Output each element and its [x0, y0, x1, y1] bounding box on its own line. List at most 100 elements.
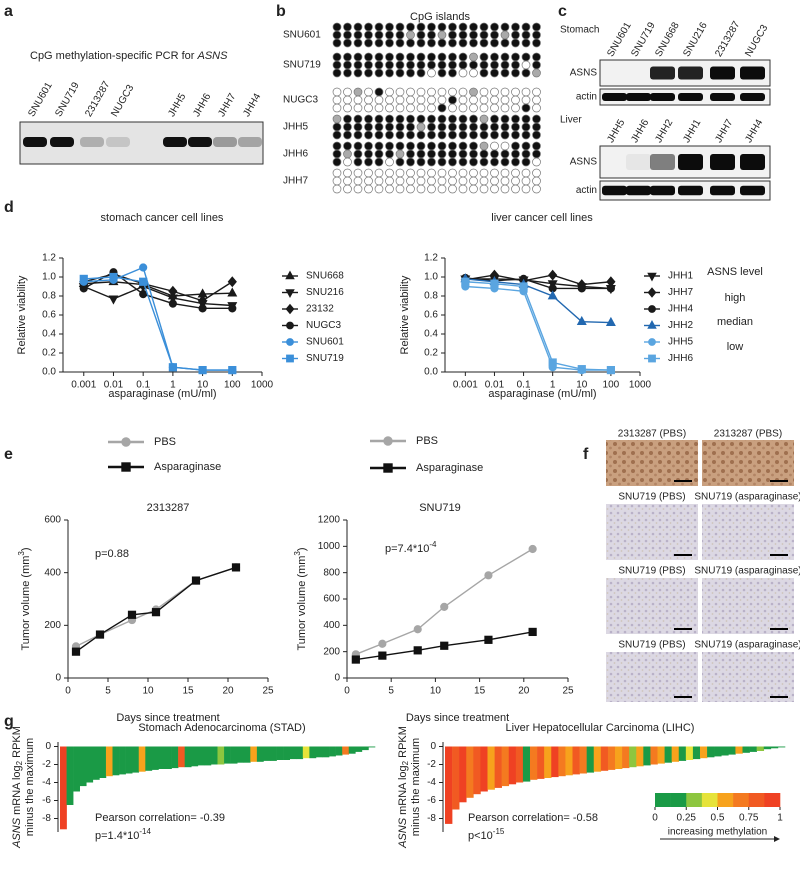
data-point [577, 284, 586, 293]
cpg-site [511, 52, 520, 62]
data-point [528, 544, 537, 554]
blot-band [626, 185, 651, 196]
cpg-site [479, 87, 489, 97]
panel-label: f [583, 446, 589, 463]
bar [756, 746, 765, 751]
legend-marker [647, 320, 657, 329]
bar [86, 746, 94, 783]
cpg-site [374, 30, 384, 40]
cpg-site [406, 30, 415, 40]
cpg-site [532, 149, 541, 159]
cpg-site [385, 157, 394, 167]
colorbar-label: increasing methylation [668, 827, 768, 838]
y-axis-label-part: ASNS [11, 817, 23, 849]
tissue-label: Stomach [560, 25, 599, 36]
cpg-site [427, 87, 436, 97]
cpg-site [406, 141, 415, 151]
data-point [151, 608, 161, 617]
legend-marker [383, 436, 393, 446]
cpg-site [479, 149, 489, 159]
legend-label: Asparaginase [154, 461, 221, 473]
cpg-site [500, 130, 510, 140]
cpg-site [469, 176, 478, 186]
cpg-site [479, 68, 489, 78]
blot-band [650, 66, 675, 80]
cpg-site [490, 68, 499, 78]
cpg-site [458, 114, 468, 124]
gel-title-part: ASNS [197, 50, 229, 62]
cpg-site [416, 68, 426, 78]
cpg-site [427, 95, 436, 105]
bar [721, 746, 729, 756]
series-line [465, 277, 611, 290]
bar [452, 746, 460, 810]
cpg-site [458, 122, 468, 132]
data-point [227, 276, 237, 288]
gel-title-part: CpG methylation-specific PCR for [30, 50, 198, 62]
panel-label: a [4, 3, 13, 20]
colorbar-segment [670, 793, 687, 807]
bar [263, 746, 271, 761]
colorbar-tick-label: 0.75 [739, 813, 759, 824]
data-point [461, 277, 470, 286]
cpg-site [521, 68, 531, 78]
cpg-site [416, 22, 426, 32]
bar [522, 746, 531, 782]
cpg-site [437, 30, 447, 40]
cpg-site [332, 103, 342, 113]
cpg-site [385, 38, 394, 48]
gel-title: CpG methylation-specific PCR for ASNS [30, 50, 228, 62]
cpg-site [385, 114, 394, 124]
cpg-site [448, 103, 457, 113]
y-axis-label-part: mRNA log [397, 765, 409, 818]
lane-label: JHH5 [166, 91, 188, 119]
chart-title: Liver Hepatocellular Carcinoma (LIHC) [506, 722, 695, 734]
cpg-site [521, 30, 531, 40]
cpg-site [353, 60, 363, 70]
image-caption: 2313287 (PBS) [618, 429, 686, 440]
lane-label: 2313287 [713, 19, 742, 59]
cpg-site [532, 130, 541, 140]
cpg-site [395, 176, 405, 186]
x-tick-label: 10 [430, 686, 442, 697]
y-tick-label: 0 [45, 741, 51, 752]
x-tick-label: 0.1 [136, 380, 150, 391]
cpg-site [500, 176, 510, 186]
cpg-site [521, 95, 531, 105]
bar [92, 746, 100, 780]
cpg-site [395, 103, 405, 113]
bar [283, 746, 290, 760]
cpg-site [374, 149, 384, 159]
image-caption: 2313287 (PBS) [714, 429, 782, 440]
cpg-site [437, 130, 447, 140]
data-point [413, 646, 422, 655]
legend-label: SNU719 [306, 353, 344, 364]
cpg-site [437, 60, 447, 70]
cpg-site [469, 122, 478, 132]
cpg-site [427, 103, 436, 113]
cpg-site [406, 176, 415, 186]
legend-marker [121, 462, 131, 472]
bar [289, 746, 297, 760]
band-label: ASNS [570, 68, 598, 79]
cpg-site [521, 114, 531, 124]
cpg-site [406, 184, 415, 194]
y-axis-label-part: RPKM [11, 726, 23, 761]
y-tick-label: 0 [430, 741, 436, 752]
y-tick-label: -6 [42, 795, 51, 806]
bar [197, 746, 205, 766]
cpg-site [458, 184, 468, 194]
cpg-site [511, 168, 520, 178]
gel-band [213, 137, 237, 147]
bar [487, 746, 495, 790]
cpg-site [511, 141, 520, 151]
cpg-site [332, 87, 342, 97]
lane-label: JHH7 [216, 91, 238, 119]
legend-label: JHH5 [668, 337, 693, 348]
legend-label: JHH6 [668, 353, 693, 364]
annotation-part: p=0.88 [95, 548, 129, 560]
band-label: actin [576, 185, 597, 196]
cpg-site [521, 130, 531, 140]
cpg-site [521, 122, 531, 132]
cpg-site [353, 157, 363, 167]
